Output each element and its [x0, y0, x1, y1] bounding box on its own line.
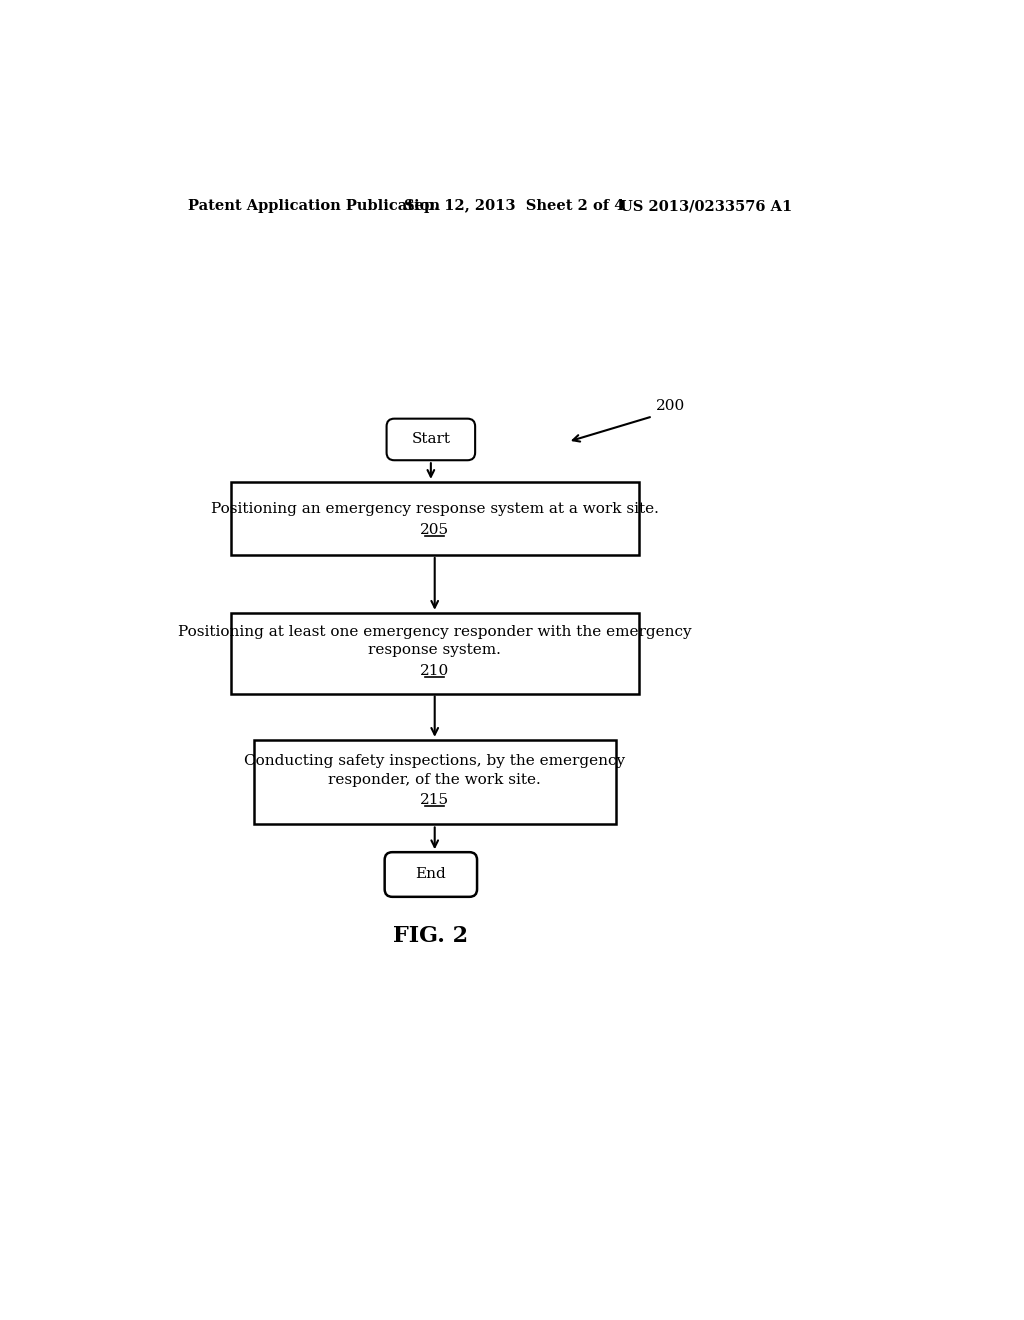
Text: Sep. 12, 2013  Sheet 2 of 4: Sep. 12, 2013 Sheet 2 of 4	[403, 199, 625, 213]
Text: 210: 210	[420, 664, 450, 678]
Text: 200: 200	[655, 400, 685, 413]
FancyBboxPatch shape	[387, 418, 475, 461]
Bar	[230, 612, 639, 693]
Text: response system.: response system.	[369, 643, 501, 656]
Text: 215: 215	[420, 793, 450, 807]
Text: FIG. 2: FIG. 2	[393, 925, 468, 948]
Text: Patent Application Publication: Patent Application Publication	[188, 199, 440, 213]
Text: Positioning at least one emergency responder with the emergency: Positioning at least one emergency respo…	[178, 624, 691, 639]
Text: Conducting safety inspections, by the emergency: Conducting safety inspections, by the em…	[244, 754, 626, 768]
Text: End: End	[416, 867, 446, 882]
Text: US 2013/0233576 A1: US 2013/0233576 A1	[620, 199, 792, 213]
FancyBboxPatch shape	[385, 853, 477, 896]
Text: 205: 205	[420, 523, 450, 536]
Text: Positioning an emergency response system at a work site.: Positioning an emergency response system…	[211, 502, 658, 516]
Text: Start: Start	[412, 433, 451, 446]
Text: responder, of the work site.: responder, of the work site.	[329, 772, 541, 787]
Bar	[230, 482, 639, 554]
Bar	[254, 739, 615, 825]
